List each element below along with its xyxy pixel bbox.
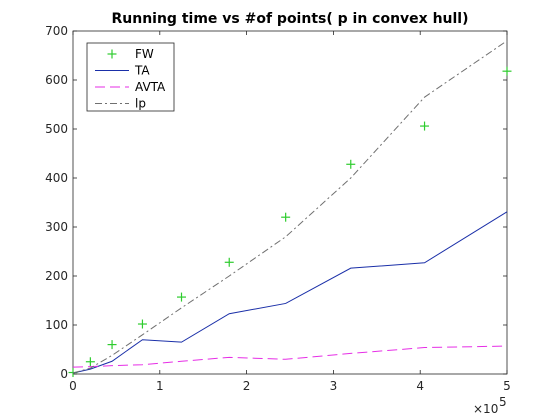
chart-title: Running time vs #of points( p in convex … <box>111 11 468 27</box>
series-fw <box>68 66 512 378</box>
legend-label-fw: FW <box>135 47 154 61</box>
y-tick-label: 400 <box>45 171 68 185</box>
data-point-fw <box>281 212 291 222</box>
legend-box <box>86 42 175 112</box>
x-tick-label: 2 <box>243 379 251 393</box>
y-tick-label: 600 <box>45 73 68 87</box>
data-point-fw <box>346 159 356 169</box>
series-line-ta <box>72 211 508 374</box>
x-tick-label: 5 <box>503 379 511 393</box>
series-line-avta <box>72 345 508 368</box>
data-point-fw <box>420 121 430 131</box>
x-tick-label: 4 <box>416 379 424 393</box>
legend-label-lp: lp <box>135 97 146 111</box>
data-point-fw <box>137 319 147 329</box>
x-exponent: 5 <box>499 395 507 409</box>
data-point-fw <box>502 66 512 76</box>
legend-label-avta: AVTA <box>135 80 166 94</box>
x-exponent-label: ×10 <box>473 402 498 416</box>
x-tick-label: 1 <box>156 379 164 393</box>
legend-marker-fw <box>107 49 117 59</box>
legend: FW TA AVTA lp <box>86 42 175 112</box>
y-tick-label: 100 <box>45 318 68 332</box>
data-point-fw <box>107 340 117 350</box>
y-tick-label: 200 <box>45 269 68 283</box>
x-tick-label: 0 <box>69 379 77 393</box>
data-point-fw <box>177 292 186 302</box>
series-line-lp <box>72 40 508 374</box>
legend-label-ta: TA <box>134 64 150 78</box>
y-tick-label: 300 <box>45 220 68 234</box>
data-point-fw <box>85 357 95 367</box>
y-tick-label: 700 <box>45 24 68 38</box>
x-tick-label: 3 <box>330 379 338 393</box>
series-layer <box>68 40 512 378</box>
data-point-fw <box>224 257 234 267</box>
y-tick-label: 0 <box>60 367 68 381</box>
y-tick-label: 500 <box>45 122 68 136</box>
